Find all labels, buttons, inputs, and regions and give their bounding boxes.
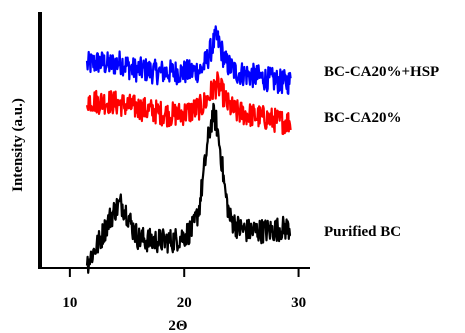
series-line-0: [85, 25, 292, 95]
x-tick-label-0: 10: [62, 295, 77, 311]
series-label-1: BC-CA20%: [324, 110, 402, 126]
x-axis-label: 2Θ: [168, 318, 187, 333]
x-tick-label-1: 20: [177, 295, 192, 311]
series-label-2: Purified BC: [324, 224, 401, 240]
series-line-1: [85, 71, 292, 136]
y-axis-label: Intensity (a.u.): [10, 98, 26, 192]
series-label-0: BC-CA20%+HSP: [324, 64, 439, 80]
x-ticks: 10 20 30: [62, 268, 306, 311]
series-labels: BC-CA20%+HSP BC-CA20% Purified BC: [324, 64, 439, 240]
plot-lines: [85, 25, 292, 274]
x-tick-label-2: 30: [291, 295, 306, 311]
series-line-2: [85, 102, 292, 274]
